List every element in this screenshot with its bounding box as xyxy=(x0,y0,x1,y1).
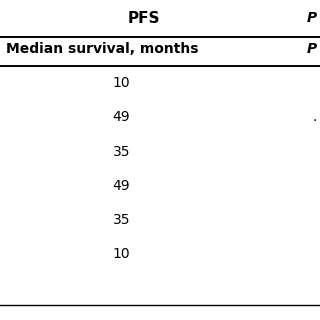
Text: PFS: PFS xyxy=(128,11,160,26)
Text: 49: 49 xyxy=(113,179,131,193)
Text: P: P xyxy=(307,11,317,25)
Text: P: P xyxy=(307,42,317,56)
Text: 35: 35 xyxy=(113,213,130,227)
Text: 10: 10 xyxy=(113,76,131,90)
Text: 35: 35 xyxy=(113,145,130,159)
Text: Median survival, months: Median survival, months xyxy=(6,42,199,56)
Text: 49: 49 xyxy=(113,110,131,124)
Text: 10: 10 xyxy=(113,247,131,261)
Text: .: . xyxy=(312,110,317,124)
